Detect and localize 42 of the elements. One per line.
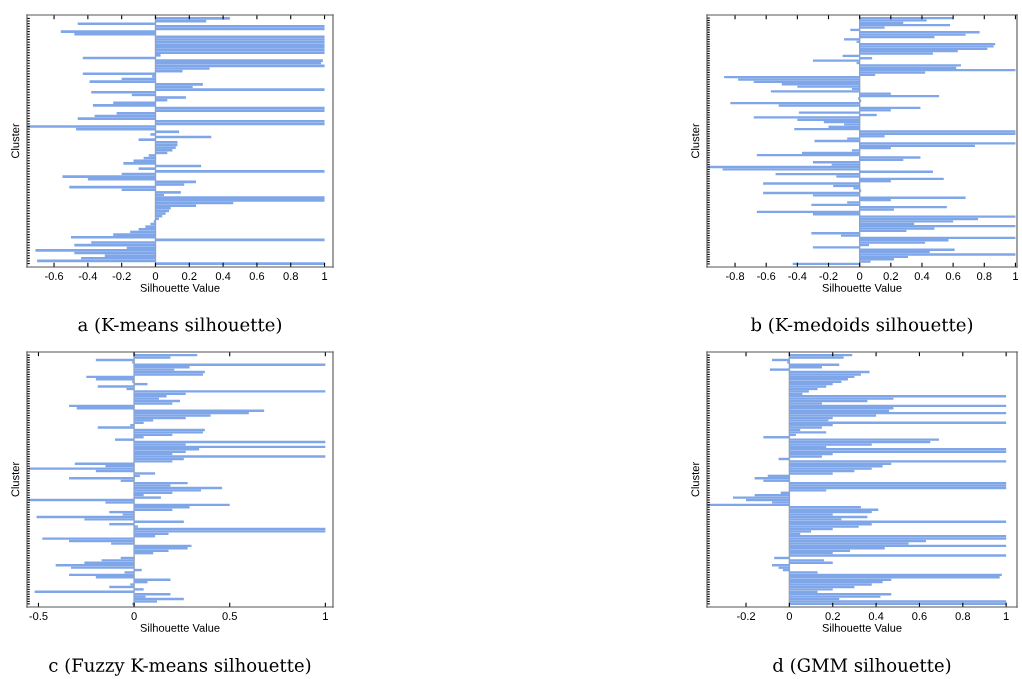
y-axis-title: Cluster [691, 462, 700, 497]
x-tick-label: 0.8 [977, 272, 992, 281]
x-axis-title: Silhouette Value [822, 623, 902, 632]
x-tick-label: -0.2 [819, 272, 838, 281]
x-tick-label: -0.6 [757, 272, 776, 281]
x-tick-label: 0.8 [955, 612, 971, 621]
x-tick-label: -0.2 [112, 272, 131, 281]
x-tick-label: 0 [786, 612, 793, 621]
x-tick-label: 1 [1013, 272, 1018, 280]
y-axis-title: Cluster [11, 462, 20, 497]
x-axis-title: Silhouette Value [822, 283, 902, 292]
x-tick-label: 0 [152, 272, 159, 281]
x-tick-label: -0.6 [44, 272, 64, 281]
text: b (K-medoids silhouette) [750, 317, 973, 334]
x-tick-label: 1 [322, 272, 328, 280]
x-tick-label: 0.4 [215, 272, 231, 281]
x-tick-label: 0.8 [283, 272, 298, 281]
x-tick-label: 0.6 [912, 612, 927, 621]
x-tick-label: -0.4 [78, 272, 98, 281]
x-tick-label: -0.4 [788, 272, 807, 281]
x-axis-title: Silhouette Value [140, 283, 220, 292]
x-tick-label: 0.2 [883, 272, 898, 281]
x-tick-label: 0.6 [249, 272, 265, 281]
y-axis-title: Cluster [691, 123, 700, 159]
x-tick-label: 0.4 [914, 272, 930, 281]
text: a (K-means silhouette) [78, 317, 282, 334]
x-axis-title: Silhouette Value [140, 623, 220, 632]
x-tick-label: 0.2 [182, 272, 197, 281]
x-tick-label: 0 [857, 272, 863, 281]
text: d (GMM silhouette) [773, 658, 951, 675]
x-tick-label: 0.2 [825, 612, 840, 621]
x-tick-label: 1 [323, 612, 328, 620]
x-tick-label: 0.5 [222, 612, 237, 621]
y-axis-title: Cluster [11, 123, 20, 159]
x-tick-label: 0.4 [868, 612, 884, 621]
x-tick-label: -0.2 [736, 612, 756, 621]
x-tick-label: -0.8 [725, 272, 745, 281]
x-tick-label: 0 [131, 612, 137, 621]
x-tick-label: 0.6 [945, 272, 961, 281]
text: c (Fuzzy K-means silhouette) [49, 658, 311, 676]
x-tick-label: -0.5 [29, 612, 48, 621]
x-tick-label: 1 [1003, 612, 1009, 620]
